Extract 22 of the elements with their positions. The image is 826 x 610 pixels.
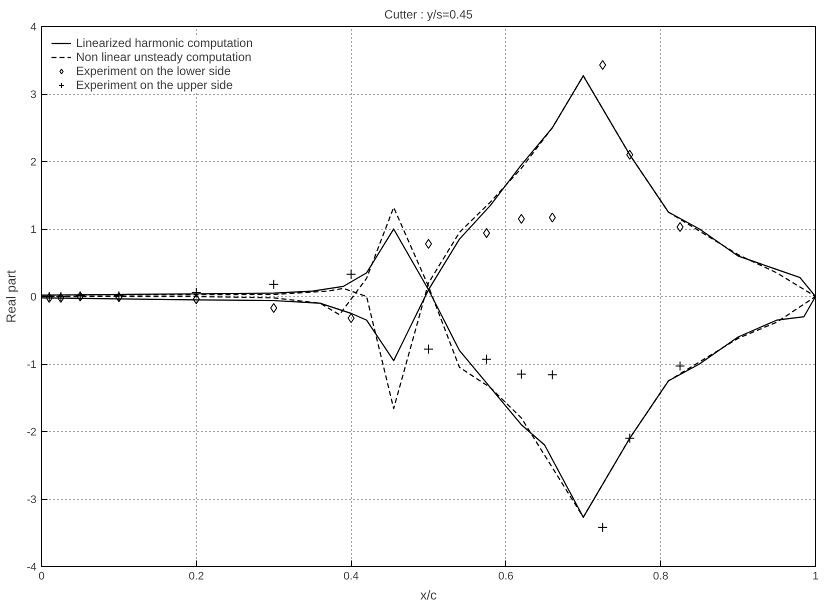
y-tick-label: 3 xyxy=(30,89,37,101)
y-tick-label: -4 xyxy=(26,562,36,574)
y-tick-label: 4 xyxy=(30,22,37,34)
x-axis-title: x/c xyxy=(420,588,438,602)
y-tick-label: 2 xyxy=(30,156,37,168)
x-tick-label: 0.8 xyxy=(653,570,668,582)
y-tick-label: -1 xyxy=(26,359,36,371)
x-tick-label: 0 xyxy=(38,570,45,582)
legend-label: Linearized harmonic computation xyxy=(76,36,253,50)
y-axis-title: Real part xyxy=(4,270,19,323)
y-tick-label: -3 xyxy=(26,494,36,506)
x-tick-label: 1 xyxy=(812,570,819,582)
y-tick-label: 1 xyxy=(30,224,37,236)
legend-label: Non linear unsteady computation xyxy=(76,50,252,64)
chart-title: Cutter : y/s=0.45 xyxy=(384,8,474,22)
legend-label: Experiment on the upper side xyxy=(76,78,233,92)
x-tick-label: 0.2 xyxy=(188,570,204,582)
legend-label: Experiment on the lower side xyxy=(76,64,231,78)
x-tick-label: 0.4 xyxy=(343,570,359,582)
y-tick-label: -2 xyxy=(26,426,36,438)
x-tick-label: 0.6 xyxy=(498,570,514,582)
y-tick-label: 0 xyxy=(30,292,37,304)
